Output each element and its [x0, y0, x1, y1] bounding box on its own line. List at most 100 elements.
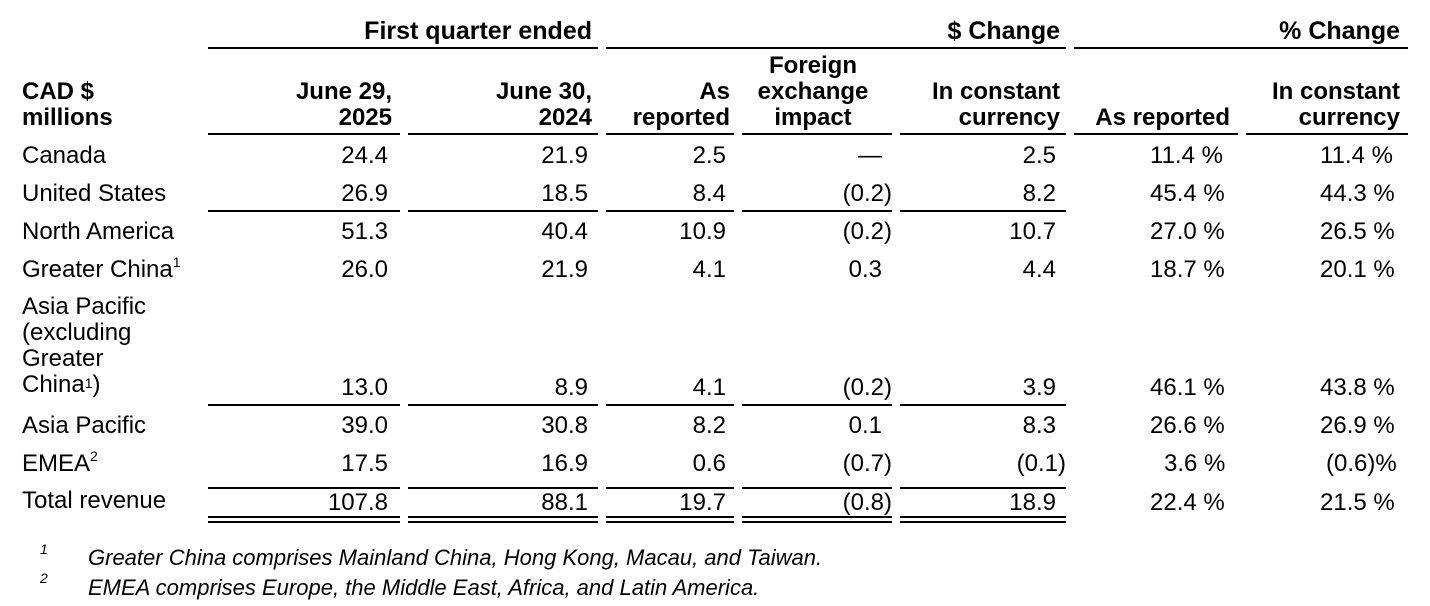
cell-value: 3.9 — [1022, 374, 1056, 401]
cell-value: 21.9 — [541, 256, 588, 283]
cell-value: 0.6 — [692, 450, 726, 477]
footnote-marker: 2 — [40, 570, 48, 586]
subtotal-rule — [208, 210, 400, 212]
subtotal-rule — [742, 404, 892, 406]
cell-pct: 26.5 % — [1320, 218, 1395, 245]
header-rule — [742, 133, 892, 135]
cell-value: 51.3 — [341, 218, 388, 245]
row-label-north-america: North America — [22, 218, 175, 245]
total-double-rule — [408, 516, 598, 518]
cell-value: 16.9 — [541, 450, 588, 477]
cell-pct: 26.9 % — [1320, 412, 1395, 439]
total-rule-top — [606, 487, 734, 489]
cell-value: 0.1 — [848, 412, 882, 439]
header-fx-impact: Foreign exchange impact — [757, 52, 869, 131]
cell-value: 40.4 — [541, 218, 588, 245]
row-label-asia-pacific: Asia Pacific — [22, 412, 147, 439]
cell-value: 17.5 — [341, 450, 388, 477]
header-as-reported-pct: As reported — [1095, 104, 1230, 131]
cell-value: 24.4 — [341, 142, 388, 169]
row-label-united-states: United States — [22, 180, 167, 207]
subtotal-rule — [408, 404, 598, 406]
cell-value: 26.0 — [341, 256, 388, 283]
cell-value: 4.1 — [692, 374, 726, 401]
total-rule-top — [900, 487, 1066, 489]
total-double-rule — [742, 516, 892, 518]
cell-value: 8.9 — [554, 374, 588, 401]
cell-pct: 22.4 % — [1150, 489, 1225, 516]
group-header-dollar-change: $ Change — [947, 17, 1060, 45]
cell-value: 4.4 — [1022, 256, 1056, 283]
row-label-total-revenue: Total revenue — [22, 487, 167, 514]
group-rule-first-quarter — [208, 47, 598, 49]
cell-value: 13.0 — [341, 374, 388, 401]
header-rule — [1074, 133, 1238, 135]
cell-value: 8.3 — [1022, 412, 1056, 439]
subtotal-rule — [606, 404, 734, 406]
cell-value: 10.9 — [679, 218, 726, 245]
cell-value: 8.2 — [1022, 180, 1056, 207]
header-rule — [208, 133, 400, 135]
cell-pct: 3.6 % — [1164, 450, 1226, 477]
header-as-reported: As reported — [632, 78, 730, 131]
subtotal-rule — [742, 210, 892, 212]
total-double-rule — [900, 516, 1066, 518]
cell-value: 8.4 — [692, 180, 726, 207]
header-rule — [1246, 133, 1408, 135]
cell-value: 10.7 — [1009, 218, 1056, 245]
header-constant-currency-dollar: In constant currency — [931, 78, 1060, 131]
row-label-asia-pacific-ex-china: Asia Pacific (excluding Greater China1) — [22, 293, 147, 398]
header-rule — [408, 133, 598, 135]
total-double-rule — [900, 521, 1066, 523]
total-rule-top — [408, 487, 598, 489]
cell-value: 26.9 — [341, 180, 388, 207]
subtotal-rule — [208, 404, 400, 406]
group-rule-dollar-change — [606, 47, 1066, 49]
header-june-30-2024: June 30, 2024 — [495, 78, 592, 131]
cell-value: 8.2 — [692, 412, 726, 439]
cell-pct: 45.4 % — [1150, 180, 1225, 207]
header-constant-currency-pct: In constant currency — [1271, 78, 1400, 131]
footnote-text: EMEA comprises Europe, the Middle East, … — [88, 575, 760, 600]
cell-value: 2.5 — [692, 142, 726, 169]
subtotal-rule — [408, 210, 598, 212]
cell-value: — — [858, 142, 882, 169]
cell-value: (0.8) — [842, 489, 892, 516]
subtotal-rule — [900, 404, 1066, 406]
group-header-pct-change: % Change — [1279, 17, 1400, 45]
cell-value: 30.8 — [541, 412, 588, 439]
cell-value: 18.5 — [541, 180, 588, 207]
cell-value: (0.7) — [842, 450, 892, 477]
row-label-greater-china: Greater China1 — [22, 254, 181, 283]
cell-pct: 11.4 % — [1150, 142, 1223, 169]
cell-value: 39.0 — [341, 412, 388, 439]
total-double-rule — [208, 516, 400, 518]
cell-value: (0.1) — [1016, 450, 1066, 477]
cell-pct: 21.5 % — [1320, 489, 1395, 516]
cell-pct: 46.1 % — [1150, 374, 1225, 401]
total-rule-top — [208, 487, 400, 489]
total-double-rule — [606, 521, 734, 523]
subtotal-rule — [606, 210, 734, 212]
cell-value: 4.1 — [692, 256, 726, 283]
header-rule — [900, 133, 1066, 135]
total-double-rule — [606, 516, 734, 518]
cell-pct: 44.3 % — [1320, 180, 1395, 207]
cell-pct: 11.4 % — [1320, 142, 1393, 169]
footnote-ref: 2 — [90, 448, 98, 464]
cell-pct: (0.6)% — [1326, 450, 1397, 477]
cell-value: 2.5 — [1022, 142, 1056, 169]
cell-value: 107.8 — [327, 489, 388, 516]
cell-pct: 26.6 % — [1150, 412, 1225, 439]
group-header-first-quarter: First quarter ended — [364, 17, 592, 45]
cell-value: 0.3 — [848, 256, 882, 283]
total-double-rule — [208, 521, 400, 523]
footnote-marker: 1 — [40, 541, 48, 557]
cell-pct: 20.1 % — [1320, 256, 1395, 283]
group-rule-pct-change — [1074, 47, 1408, 49]
subtotal-rule — [900, 210, 1066, 212]
total-rule-top — [742, 487, 892, 489]
cell-value: (0.2) — [842, 374, 892, 401]
cell-value: 88.1 — [541, 489, 588, 516]
header-june-29-2025: June 29, 2025 — [295, 78, 392, 131]
